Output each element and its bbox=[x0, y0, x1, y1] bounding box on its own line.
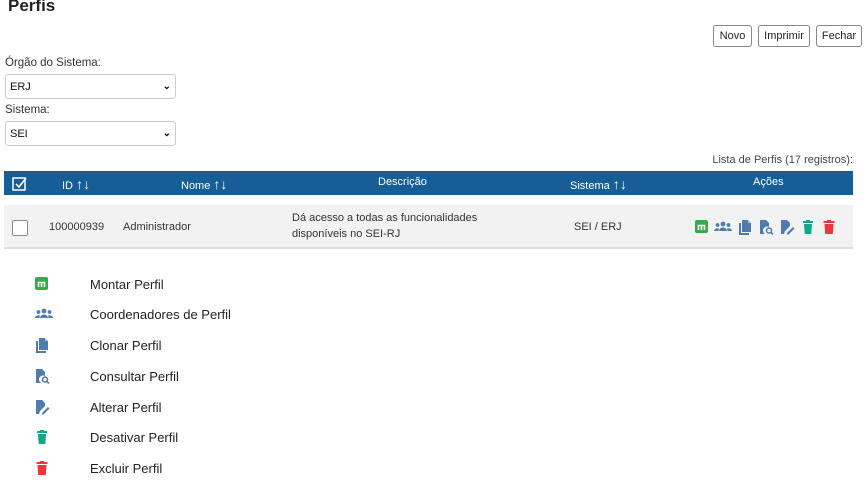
select-all-checkbox-icon[interactable] bbox=[12, 176, 27, 191]
montar-icon[interactable] bbox=[694, 219, 710, 235]
trash-red-icon[interactable] bbox=[821, 219, 837, 235]
chevron-down-icon: ⌄ bbox=[162, 81, 171, 92]
row-checkbox[interactable] bbox=[12, 220, 28, 236]
trash-teal-icon[interactable] bbox=[800, 219, 816, 235]
legend-label: Alterar Perfil bbox=[90, 400, 162, 415]
legend-item: Consultar Perfil bbox=[0, 368, 300, 388]
montar-icon bbox=[34, 276, 50, 292]
legend-label: Excluir Perfil bbox=[90, 461, 163, 476]
close-button[interactable]: Fechar bbox=[816, 25, 862, 47]
legend-item: Clonar Perfil bbox=[0, 337, 300, 357]
legend-item: Excluir Perfil bbox=[0, 460, 300, 480]
print-button[interactable]: Imprimir bbox=[758, 25, 810, 47]
header-sistema-label: Sistema bbox=[570, 180, 610, 192]
trash-red-icon bbox=[34, 460, 50, 476]
cell-nome: Administrador bbox=[123, 221, 191, 233]
clone-icon[interactable] bbox=[737, 219, 753, 235]
sort-icon[interactable]: ↑↓ bbox=[213, 176, 228, 192]
edit-doc-icon bbox=[34, 399, 50, 415]
legend-label: Montar Perfil bbox=[90, 277, 164, 292]
header-acoes: Ações bbox=[753, 176, 784, 188]
sort-icon[interactable]: ↑↓ bbox=[612, 176, 627, 192]
search-doc-icon bbox=[34, 368, 50, 385]
legend-item: Desativar Perfil bbox=[0, 429, 300, 449]
legend-label: Clonar Perfil bbox=[90, 338, 162, 353]
header-id[interactable]: ID ↑↓ bbox=[62, 176, 90, 192]
orgao-select[interactable]: ERJ ⌄ bbox=[5, 74, 176, 99]
clone-icon bbox=[34, 337, 50, 353]
users-icon bbox=[34, 306, 53, 322]
trash-teal-icon bbox=[34, 429, 50, 445]
legend-label: Desativar Perfil bbox=[90, 430, 179, 445]
table-header: ID ↑↓ Nome ↑↓ Descrição Sistema ↑↓ Ações bbox=[4, 171, 853, 195]
header-nome-label: Nome bbox=[181, 180, 211, 192]
legend-label: Consultar Perfil bbox=[90, 369, 179, 384]
sistema-select[interactable]: SEI ⌄ bbox=[5, 121, 176, 146]
sistema-label: Sistema: bbox=[5, 104, 50, 116]
header-descricao: Descrição bbox=[378, 176, 427, 188]
sort-icon[interactable]: ↑↓ bbox=[76, 176, 91, 192]
users-icon[interactable] bbox=[713, 219, 733, 235]
cell-sistema: SEI / ERJ bbox=[574, 221, 622, 233]
cell-descricao-line1: Dá acesso a todas as funcionalidades bbox=[292, 212, 478, 224]
legend-item: Alterar Perfil bbox=[0, 399, 300, 419]
new-button[interactable]: Novo bbox=[713, 25, 752, 47]
chevron-down-icon: ⌄ bbox=[162, 128, 171, 139]
legend-label: Coordenadores de Perfil bbox=[90, 307, 231, 322]
table-row: 100000939 Administrador Dá acesso a toda… bbox=[4, 205, 853, 249]
orgao-value: ERJ bbox=[10, 80, 31, 93]
cell-descricao-line2: disponíveis no SEI-RJ bbox=[292, 228, 401, 240]
search-doc-icon[interactable] bbox=[758, 219, 774, 236]
table-caption: Lista de Perfis (17 registros): bbox=[712, 154, 853, 166]
header-nome[interactable]: Nome ↑↓ bbox=[181, 176, 227, 192]
header-sistema[interactable]: Sistema ↑↓ bbox=[570, 176, 627, 192]
sistema-value: SEI bbox=[10, 127, 28, 140]
cell-id: 100000939 bbox=[49, 221, 105, 233]
legend-item: Coordenadores de Perfil bbox=[0, 306, 300, 326]
header-id-label: ID bbox=[62, 180, 73, 192]
page-title: Perfis bbox=[8, 0, 56, 15]
edit-doc-icon[interactable] bbox=[779, 219, 795, 235]
orgao-label: Órgão do Sistema: bbox=[5, 57, 101, 69]
legend-item: Montar Perfil bbox=[0, 276, 300, 296]
